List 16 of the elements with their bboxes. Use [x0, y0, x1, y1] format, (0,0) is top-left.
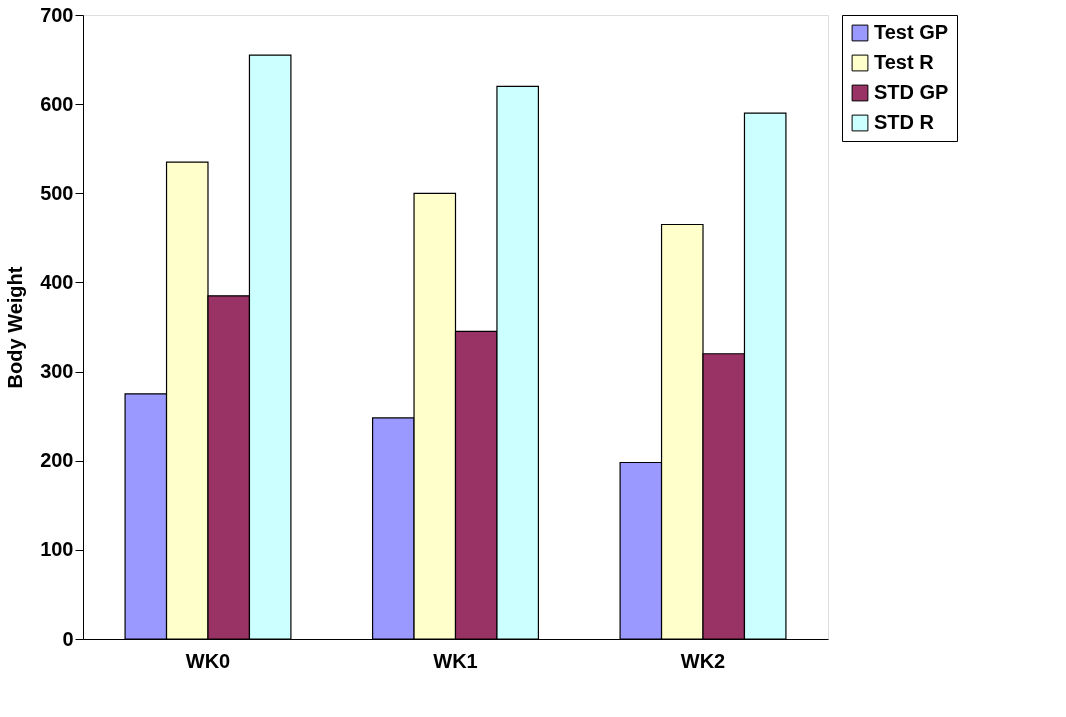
legend-label: Test GP — [874, 21, 949, 43]
legend-label: STD GP — [874, 81, 949, 103]
y-tick-label: 700 — [40, 3, 74, 26]
y-tick-label: 500 — [40, 181, 74, 204]
y-tick-label: 600 — [40, 92, 74, 115]
y-tick-label: 100 — [40, 538, 74, 561]
x-tick-label: WK0 — [185, 649, 231, 672]
legend-label: STD R — [874, 111, 935, 133]
y-axis-title: Body Weight — [4, 266, 27, 389]
x-tick-label: WK1 — [433, 649, 478, 672]
y-tick-label: 400 — [40, 270, 74, 293]
x-tick-label: WK2 — [680, 649, 726, 672]
y-tick-label: 0 — [62, 627, 74, 650]
y-tick-label: 300 — [40, 360, 74, 383]
y-tick-label: 200 — [40, 449, 74, 472]
legend-label: Test R — [874, 51, 935, 73]
